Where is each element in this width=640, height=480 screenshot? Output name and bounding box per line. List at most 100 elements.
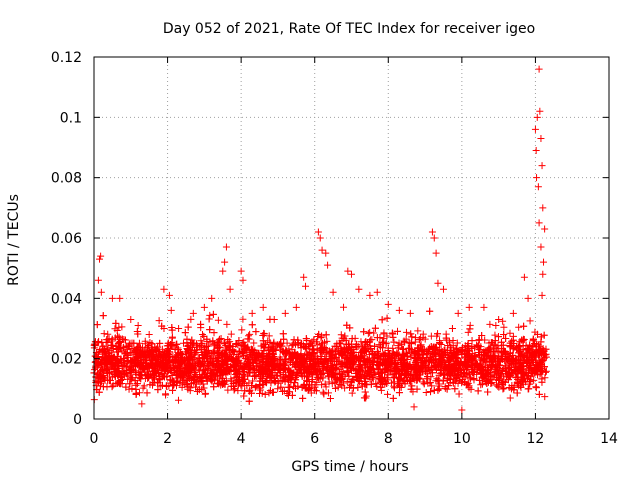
data-point [203,335,211,343]
data-point [213,344,221,352]
data-point [453,339,461,347]
data-point [468,357,476,365]
data-point [331,372,339,380]
data-point [533,330,541,338]
data-point [506,369,514,377]
data-point [94,350,102,358]
data-point [453,374,461,382]
data-point [198,331,206,339]
data-point [220,366,228,374]
data-point [492,355,500,363]
data-point [121,336,129,344]
data-point [473,341,481,349]
data-point [191,349,199,357]
data-point [326,394,334,402]
data-point [280,349,288,357]
data-point [513,346,521,354]
data-point [300,382,308,390]
data-point [122,383,130,391]
data-point [478,380,486,388]
data-point [117,355,125,363]
data-point [168,323,176,331]
data-point [145,373,153,381]
data-point [236,348,244,356]
data-point [417,341,425,349]
data-point [436,339,444,347]
data-point [370,369,378,377]
data-point [252,383,260,391]
data-point [207,366,215,374]
data-point [299,394,307,402]
data-point [426,379,434,387]
data-point [499,341,507,349]
data-point [232,341,240,349]
data-point [533,366,541,374]
data-point [321,380,329,388]
data-point [526,317,534,325]
data-point [331,384,339,392]
data-point [115,333,123,341]
data-point [155,348,163,356]
data-point [209,349,217,357]
data-point [515,323,523,331]
data-point [499,385,507,393]
data-point [475,376,483,384]
data-point [230,382,238,390]
data-point [408,346,416,354]
data-point [439,377,447,385]
data-point [167,364,175,372]
data-point [508,365,516,373]
data-point [518,351,526,359]
data-point [391,366,399,374]
data-point [269,357,277,365]
data-point [213,379,221,387]
data-point [530,376,538,384]
data-point [435,382,443,390]
data-point [258,351,266,359]
data-point [474,343,482,351]
data-point [340,344,348,352]
data-point [411,338,419,346]
data-point [205,315,213,323]
data-point [400,350,408,358]
data-point [98,366,106,374]
data-point [407,330,415,338]
data-point [189,340,197,348]
data-point [268,366,276,374]
data-point [356,377,364,385]
data-point [424,373,432,381]
data-point [314,374,322,382]
data-point [154,386,162,394]
data-point [455,390,463,398]
data-point [216,367,224,375]
data-point [500,331,508,339]
data-point [214,316,222,324]
data-point [493,381,501,389]
data-point [305,340,313,348]
data-point [119,367,127,375]
data-point [437,340,445,348]
data-point [314,354,322,362]
data-point [372,380,380,388]
data-point [269,388,277,396]
data-point [382,352,390,360]
data-point [318,332,326,340]
data-point [292,376,300,384]
data-point [426,307,434,315]
data-point [215,364,223,372]
data-points [90,65,550,414]
data-point [515,349,523,357]
data-point [452,344,460,352]
data-point [156,339,164,347]
data-point [192,383,200,391]
data-point [485,345,493,353]
data-point [108,335,116,343]
data-point [495,375,503,383]
data-point [162,382,170,390]
data-point [513,389,521,397]
data-point [524,372,532,380]
data-point [169,386,177,394]
data-point [469,368,477,376]
data-point [193,387,201,395]
data-point [371,353,379,361]
